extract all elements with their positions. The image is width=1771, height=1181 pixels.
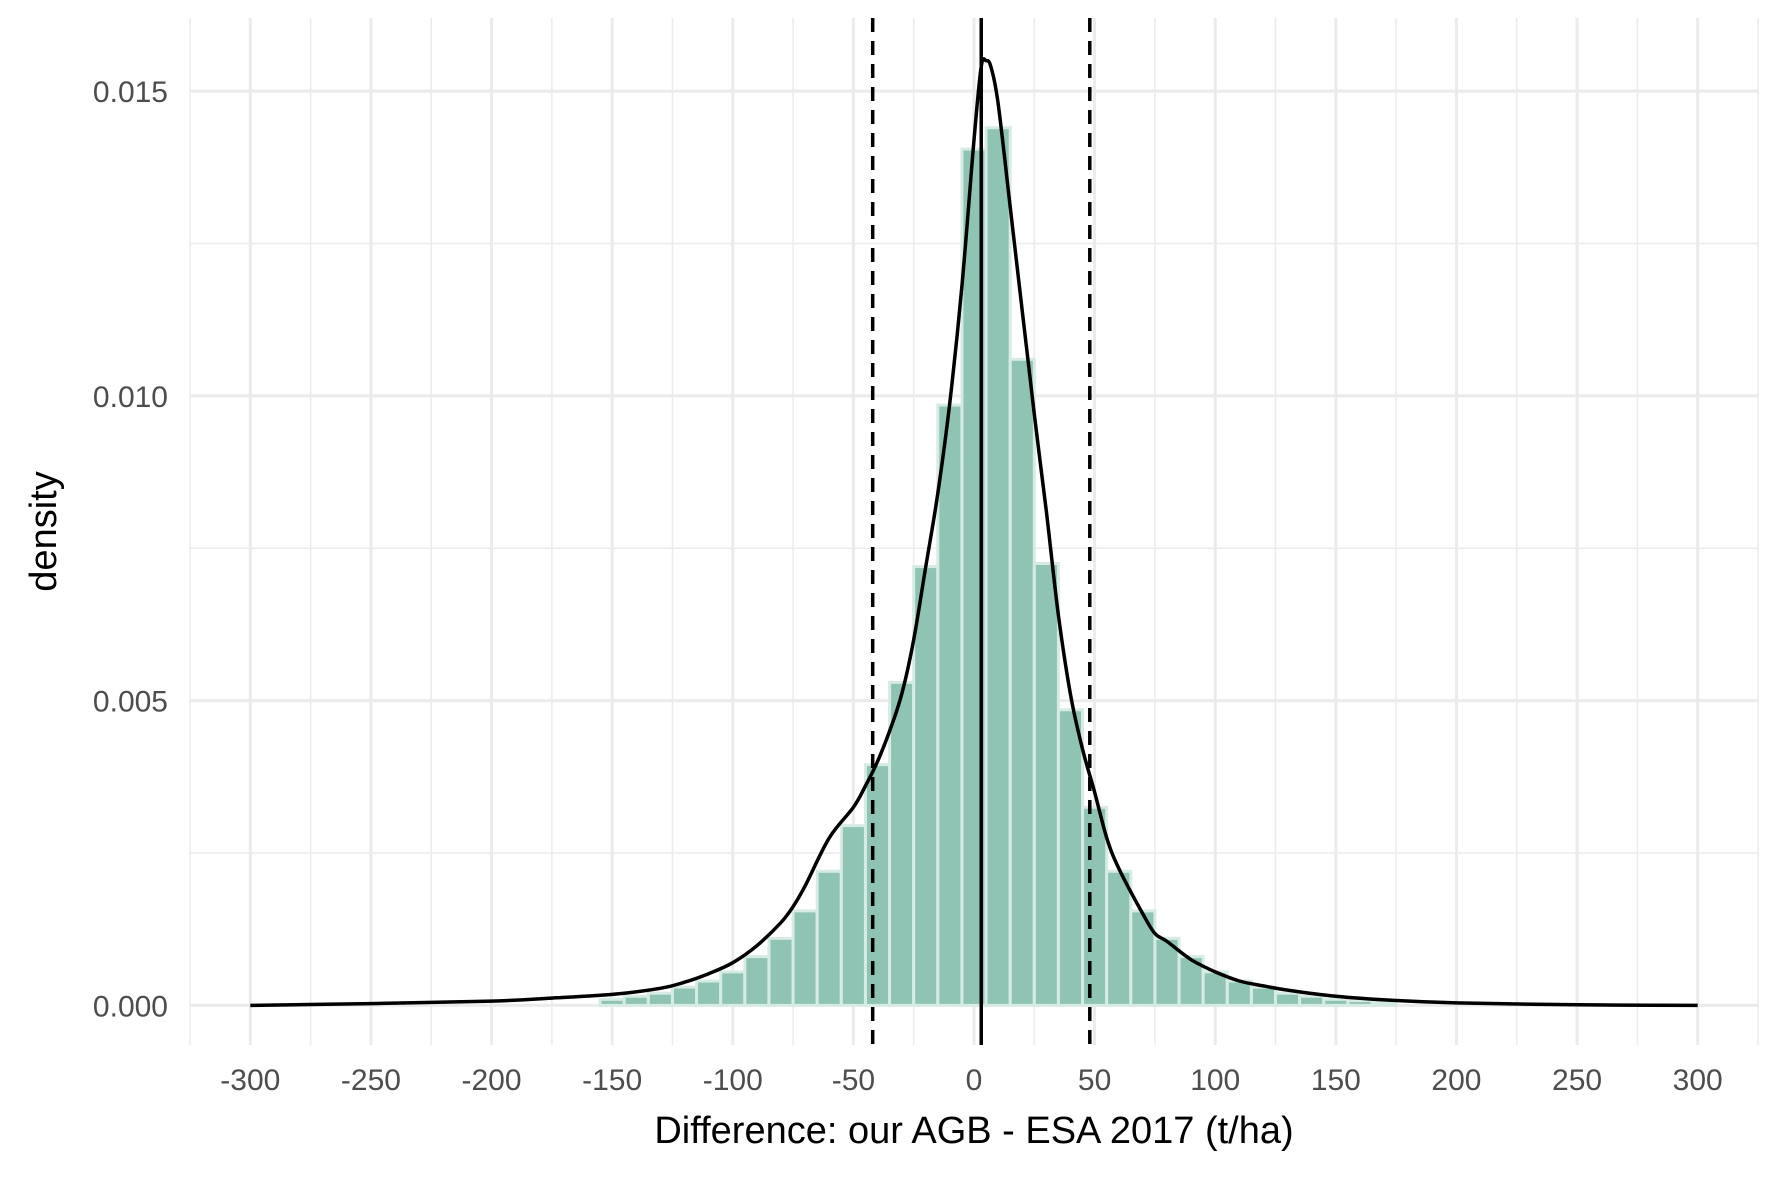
reference-lines <box>870 18 1092 1045</box>
y-tick-label: 0.010 <box>93 381 168 414</box>
histogram-bars <box>598 126 1398 1007</box>
tick-labels: -300 -250 -200 -150 -100 -50 0 50 100 150 200 250 30… <box>93 76 1723 1097</box>
histogram-bar <box>912 565 940 1007</box>
histogram-bar <box>839 824 867 1007</box>
histogram-bar <box>1081 805 1109 1007</box>
histogram-bar <box>598 997 626 1007</box>
x-tick-label: 150 <box>1311 1064 1361 1097</box>
x-tick-label: 100 <box>1190 1064 1240 1097</box>
x-tick-label: -100 <box>703 1064 763 1097</box>
histogram-bar <box>863 763 892 1007</box>
histogram-bar <box>1346 999 1374 1007</box>
y-tick-label: 0.005 <box>93 686 168 719</box>
x-axis-title: Difference: our AGB - ESA 2017 (t/ha) <box>654 1110 1293 1152</box>
histogram-bar <box>1225 979 1253 1007</box>
histogram-bar <box>743 955 771 1007</box>
x-tick-label: -200 <box>462 1064 522 1097</box>
histogram-bar <box>984 126 1012 1007</box>
histogram-bar <box>695 979 723 1007</box>
histogram-bar <box>1032 561 1060 1007</box>
x-tick-label: -300 <box>220 1064 280 1097</box>
histogram-bar <box>1056 708 1085 1007</box>
y-tick-label: 0.015 <box>93 76 168 109</box>
x-tick-label: -50 <box>832 1064 875 1097</box>
x-tick-label: 50 <box>1078 1064 1111 1097</box>
histogram-bar <box>719 970 747 1007</box>
histogram-bar <box>1322 997 1350 1007</box>
histogram-bar <box>1274 991 1302 1007</box>
x-tick-label: -250 <box>341 1064 401 1097</box>
x-tick-label: 250 <box>1552 1064 1602 1097</box>
histogram-bar <box>1249 985 1278 1007</box>
x-tick-label: 0 <box>966 1064 983 1097</box>
histogram-bar <box>791 909 819 1007</box>
x-tick-label: 300 <box>1673 1064 1723 1097</box>
histogram-bar <box>622 994 650 1007</box>
x-tick-label: 200 <box>1431 1064 1481 1097</box>
histogram-bar <box>646 991 674 1007</box>
histogram-bar <box>767 936 795 1007</box>
histogram-bar <box>1105 869 1133 1007</box>
histogram-bar <box>815 869 843 1007</box>
histogram-bar <box>888 680 916 1007</box>
histogram-bar <box>1008 357 1036 1007</box>
histogram-bar <box>1129 909 1157 1007</box>
density-curve-layer <box>250 57 1698 1008</box>
histogram-bar <box>1153 936 1181 1007</box>
y-tick-label: 0.000 <box>93 990 168 1023</box>
y-axis-title: density <box>23 471 65 591</box>
density-curve <box>250 57 1698 1008</box>
histogram-bar <box>936 403 964 1007</box>
histogram-bar <box>1370 1000 1398 1007</box>
x-tick-label: -150 <box>582 1064 642 1097</box>
histogram-bar <box>1298 994 1326 1007</box>
histogram-bar <box>670 985 699 1007</box>
